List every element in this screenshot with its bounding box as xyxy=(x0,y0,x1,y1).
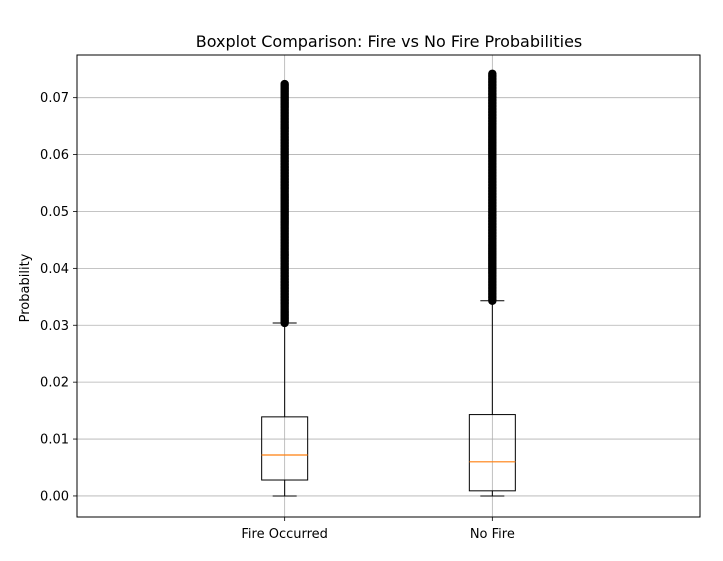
boxes xyxy=(261,69,516,497)
y-tick-label: 0.05 xyxy=(40,205,69,220)
y-tick-label: 0.00 xyxy=(40,489,69,504)
iqr-box xyxy=(468,414,516,492)
y-axis-label: Probability xyxy=(18,253,33,322)
outlier-points xyxy=(488,69,497,305)
outlier-point xyxy=(488,69,497,78)
outlier-points xyxy=(280,79,289,328)
y-tick-label: 0.07 xyxy=(40,91,69,106)
outlier-point xyxy=(280,79,289,89)
box-group xyxy=(261,79,309,497)
y-tick-label: 0.01 xyxy=(40,433,69,448)
plot-frame xyxy=(76,54,701,518)
y-tick-label: 0.04 xyxy=(40,262,69,277)
y-tick-label: 0.06 xyxy=(40,148,69,163)
iqr-box xyxy=(261,416,309,481)
box-group xyxy=(468,69,516,497)
y-tick-label: 0.03 xyxy=(40,319,69,334)
x-tick-label: No Fire xyxy=(470,527,515,542)
ticks: 0.00 0.01 0.02 0.03 0.04 0.05 0.06 0.07 Fire Occ… xyxy=(40,91,515,542)
x-tick-label: Fire Occurred xyxy=(241,527,328,542)
chart-title: Boxplot Comparison: Fire vs No Fire Prob… xyxy=(196,32,583,51)
grid xyxy=(77,55,700,517)
y-tick-label: 0.02 xyxy=(40,376,69,391)
